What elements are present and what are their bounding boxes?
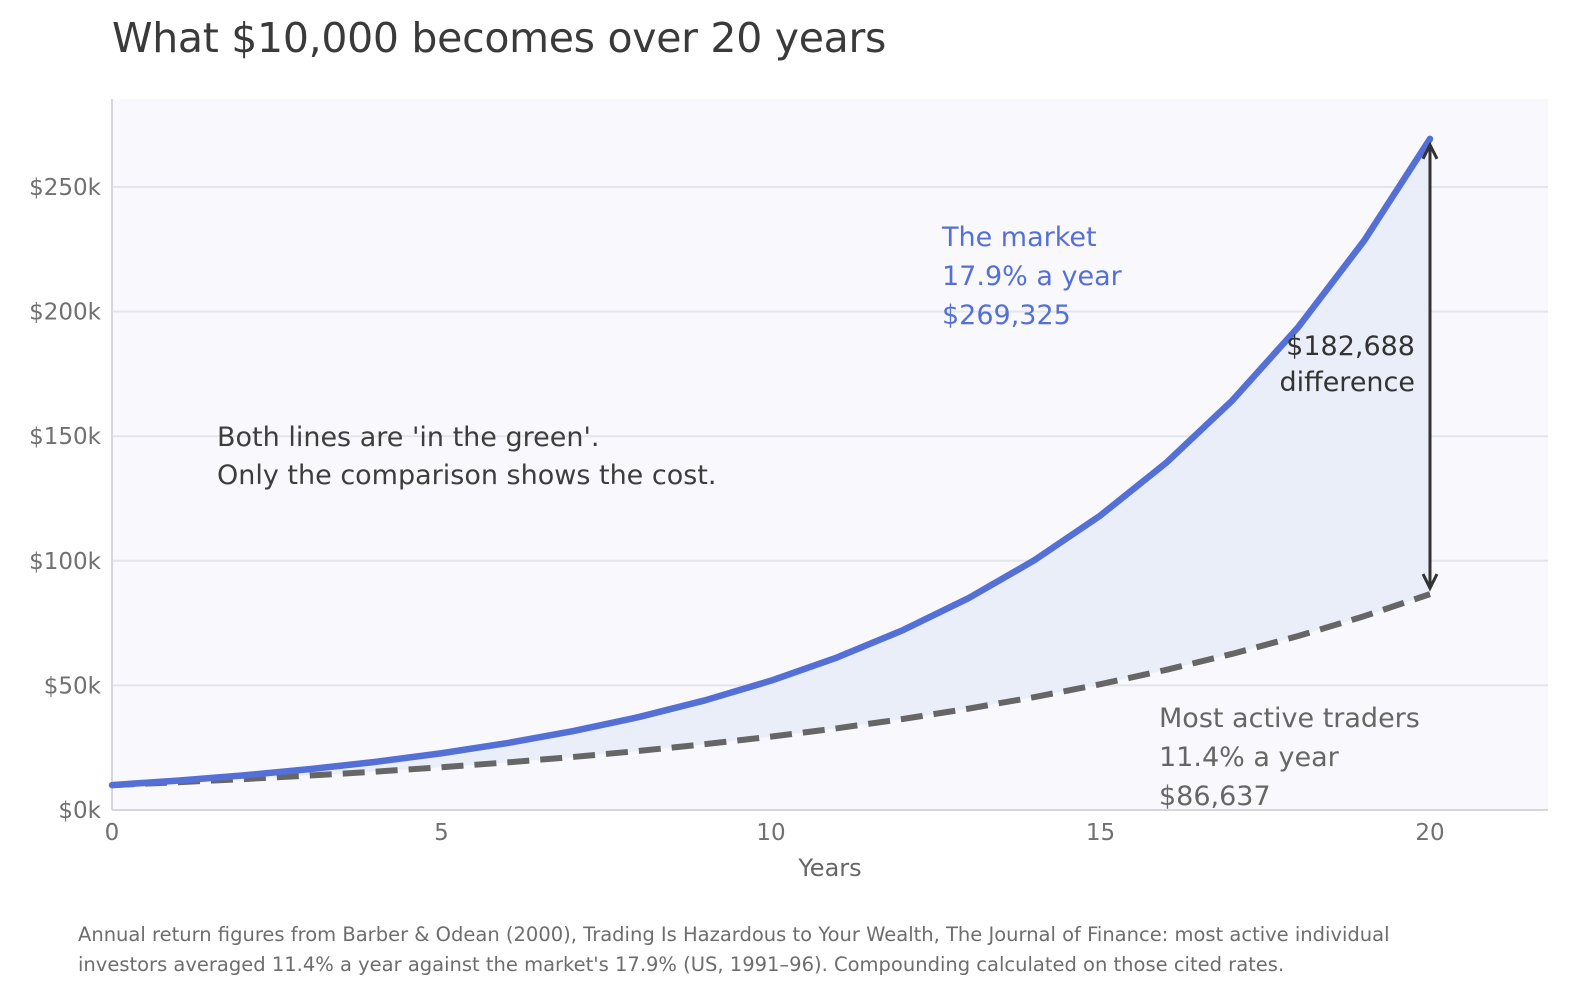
note-text: Only the comparison shows the cost.: [217, 460, 716, 491]
series-line-most-active-traders: [111, 591, 1431, 789]
y-tick-label: $0k: [58, 798, 101, 824]
x-tick-label: 20: [1415, 820, 1444, 846]
y-tick-label: $150k: [29, 424, 102, 450]
market-label: The market: [941, 222, 1097, 253]
footnote-line: investors averaged 11.4% a year against …: [78, 953, 1285, 976]
x-tick-label: 5: [434, 820, 449, 846]
difference-label: difference: [1279, 367, 1415, 398]
x-tick-label: 0: [105, 820, 120, 846]
y-axis: $0k $50k $100k $150k $200k $250k: [29, 175, 102, 824]
difference-label: $182,688: [1286, 331, 1415, 362]
arrow-head-top: [1421, 141, 1439, 160]
footnote-line: Annual return figures from Barber & Odea…: [78, 923, 1390, 946]
traders-label: Most active traders: [1159, 703, 1420, 734]
source-footnote: Annual return figures from Barber & Odea…: [78, 920, 1458, 980]
market-label: 17.9% a year: [942, 261, 1123, 292]
y-tick-label: $200k: [29, 300, 102, 326]
traders-label: 11.4% a year: [1159, 742, 1340, 773]
series-line-the-market: [108, 135, 1434, 789]
y-tick-label: $100k: [29, 549, 102, 575]
x-axis: 0 5 10 15 20: [105, 820, 1445, 846]
market-label: $269,325: [942, 300, 1071, 331]
gap-area: [112, 138, 1430, 786]
x-tick-label: 10: [756, 820, 785, 846]
y-tick-label: $250k: [29, 175, 102, 201]
traders-label: $86,637: [1159, 781, 1271, 812]
annotations: The market 17.9% a year $269,325 Most activ…: [217, 222, 1420, 812]
x-axis-label: Years: [797, 854, 861, 882]
chart-title: What $10,000 becomes over 20 years: [112, 14, 887, 62]
note-text: Both lines are 'in the green'.: [217, 422, 599, 453]
arrow-head-bottom: [1421, 573, 1439, 592]
difference-arrow: [1421, 141, 1439, 592]
x-tick-label: 15: [1086, 820, 1115, 846]
y-tick-label: $50k: [44, 673, 102, 699]
